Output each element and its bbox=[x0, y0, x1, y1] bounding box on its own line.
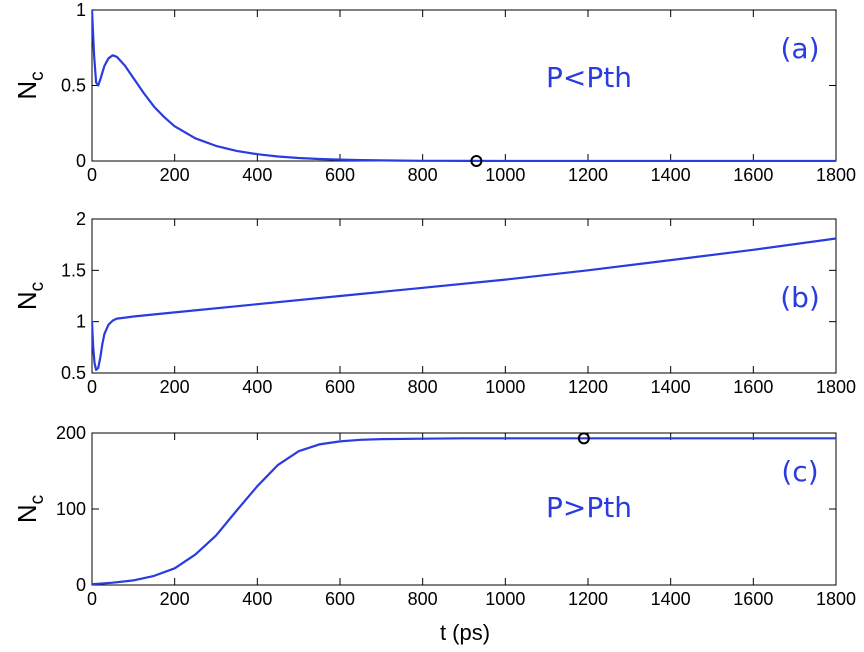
x-tick-label: 400 bbox=[242, 165, 272, 185]
y-tick-label: 200 bbox=[56, 423, 86, 443]
x-tick-label: 400 bbox=[242, 377, 272, 397]
x-tick-label: 1400 bbox=[651, 377, 691, 397]
x-tick-label: 1400 bbox=[651, 165, 691, 185]
x-tick-label: 400 bbox=[242, 589, 272, 609]
panel-label: (c) bbox=[781, 455, 818, 488]
x-tick-label: 0 bbox=[87, 377, 97, 397]
y-axis-label: Nc bbox=[12, 71, 48, 99]
x-tick-label: 1200 bbox=[568, 589, 608, 609]
y-tick-label: 0.5 bbox=[61, 363, 86, 383]
y-axis-label-subscript: c bbox=[27, 495, 48, 505]
y-axis-label-main: N bbox=[12, 81, 42, 100]
series-line bbox=[92, 9, 836, 162]
y-tick-label: 1 bbox=[76, 312, 86, 332]
y-tick-label: 0 bbox=[76, 575, 86, 595]
x-tick-label: 800 bbox=[408, 377, 438, 397]
panel-label: (a) bbox=[780, 32, 819, 65]
y-tick-label: 1 bbox=[76, 0, 86, 20]
x-tick-label: 1800 bbox=[816, 377, 856, 397]
y-axis-label-subscript: c bbox=[27, 282, 48, 292]
series-line bbox=[92, 237, 836, 371]
x-tick-label: 800 bbox=[408, 165, 438, 185]
y-tick-label: 0 bbox=[76, 151, 86, 171]
x-tick-label: 600 bbox=[325, 377, 355, 397]
x-tick-label: 1600 bbox=[733, 377, 773, 397]
x-tick-label: 1000 bbox=[485, 589, 525, 609]
annotation-text: P<Pth bbox=[546, 61, 632, 94]
x-tick-label: 200 bbox=[160, 165, 190, 185]
y-tick-label: 0.5 bbox=[61, 76, 86, 96]
y-axis-label-main: N bbox=[12, 504, 42, 523]
x-tick-label: 600 bbox=[325, 165, 355, 185]
panel-b: 0 200 400 600 800 1000 1200 1400 1600 1800 0.5 1 1.5… bbox=[12, 209, 856, 397]
x-tick-label: 1600 bbox=[733, 165, 773, 185]
series-line bbox=[92, 437, 836, 586]
axes-frame bbox=[91, 218, 837, 374]
x-tick-label: 600 bbox=[325, 589, 355, 609]
x-tick-label: 1000 bbox=[485, 377, 525, 397]
annotation-text: P>Pth bbox=[546, 491, 632, 524]
circle-marker bbox=[470, 155, 483, 167]
y-axis-label-subscript: c bbox=[27, 71, 48, 81]
y-axis-label: Nc bbox=[12, 495, 48, 523]
x-tick-label: 1400 bbox=[651, 589, 691, 609]
x-tick-label: 1800 bbox=[816, 165, 856, 185]
panel-a: 0 200 400 600 800 1000 1200 1400 1600 1800 0 0.5 1 Nc… bbox=[12, 0, 856, 185]
x-tick-label: 1600 bbox=[733, 589, 773, 609]
x-tick-label: 200 bbox=[160, 377, 190, 397]
x-tick-label: 800 bbox=[408, 589, 438, 609]
circle-marker bbox=[577, 432, 590, 445]
x-axis-label: t (ps) bbox=[440, 620, 490, 645]
y-tick-label: 100 bbox=[56, 499, 86, 519]
axes-frame bbox=[91, 432, 837, 586]
axes-frame bbox=[91, 9, 837, 162]
x-tick-label: 0 bbox=[87, 589, 97, 609]
x-tick-label: 0 bbox=[87, 165, 97, 185]
y-tick-label: 1.5 bbox=[61, 260, 86, 280]
y-axis-label-main: N bbox=[12, 291, 42, 310]
x-tick-label: 1000 bbox=[485, 165, 525, 185]
x-tick-label: 1800 bbox=[816, 589, 856, 609]
panel-c: 0 200 400 600 800 1000 1200 1400 1600 1800 0 100 200… bbox=[12, 423, 856, 609]
x-tick-label: 1200 bbox=[568, 165, 608, 185]
x-tick-label: 200 bbox=[160, 589, 190, 609]
x-tick-label: 1200 bbox=[568, 377, 608, 397]
panel-label: (b) bbox=[780, 281, 820, 314]
y-axis-label: Nc bbox=[12, 282, 48, 310]
y-tick-label: 2 bbox=[76, 209, 86, 229]
